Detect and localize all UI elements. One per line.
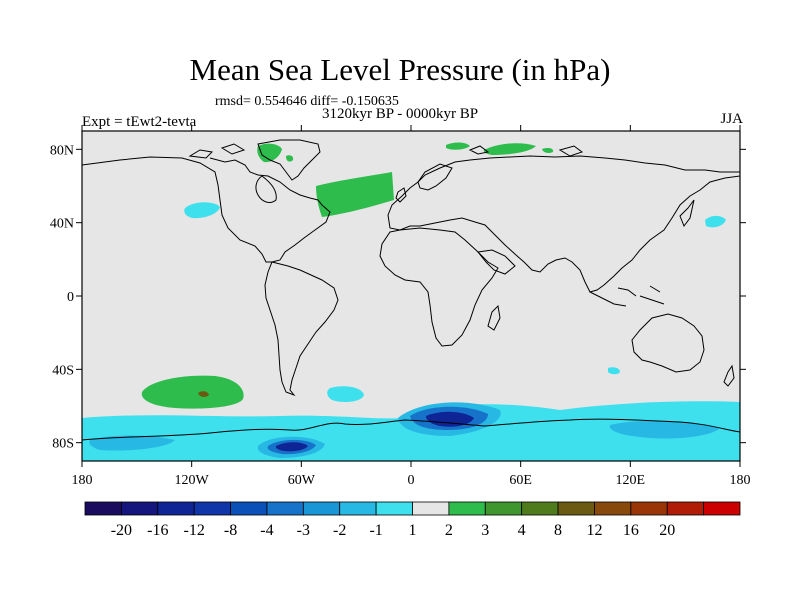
barents-positive-patch: [542, 148, 554, 153]
colorbar-label: 4: [518, 522, 526, 539]
southern-ocean-negative-patch: [327, 386, 364, 403]
southern-ocean-negative-region: [82, 401, 740, 461]
colorbar-label: 8: [554, 522, 562, 539]
colorbar-label: 20: [659, 522, 675, 539]
y-tick-label: 0: [67, 290, 74, 305]
experiment-label: Expt = tEwt2-tevta: [82, 114, 197, 130]
y-tick-label: 40N: [50, 217, 74, 232]
barents-positive-region: [483, 143, 536, 155]
colorbar-swatch: [302, 501, 341, 516]
colorbar-swatch: [157, 501, 195, 516]
x-tick-label: 180: [72, 473, 93, 488]
amundsen-negative-core: [275, 442, 308, 452]
north-atlantic-positive-region: [316, 172, 394, 217]
colorbar-swatch: [193, 501, 231, 516]
colorbar: -20 -16 -12 -8 -4 -3 -2 -1 1 2 3 4 8 12 16 20: [84, 501, 741, 539]
y-tick-label: 80N: [50, 143, 74, 158]
weddell-negative-core: [426, 411, 474, 427]
australia-coastline: [631, 313, 705, 373]
x-tick-label: 120E: [616, 473, 646, 488]
y-tick-label: 80S: [52, 437, 74, 452]
x-tick-label: 60E: [509, 473, 532, 488]
coastlines: [82, 139, 740, 441]
colorbar-swatch: [703, 501, 741, 516]
colorbar-label: 12: [586, 522, 602, 539]
south-pacific-positive-core: [198, 391, 209, 398]
africa-coastline: [379, 227, 499, 347]
chart-title: Mean Sea Level Pressure (in hPa): [189, 52, 611, 87]
colorbar-swatch: [120, 501, 159, 516]
season-label: JJA: [720, 111, 743, 127]
x-tick-label: 60W: [288, 473, 316, 488]
arctic-islands-coastline: [188, 143, 584, 159]
stats-label: rmsd= 0.554646 diff= -0.150635: [215, 94, 399, 109]
north-pacific-negative-region: [705, 215, 726, 228]
new-zealand-coastline: [723, 364, 735, 387]
southern-ocean-negative-patch: [608, 367, 620, 375]
colorbar-swatch: [594, 501, 632, 516]
colorbar-label: 2: [445, 522, 453, 539]
north-america-coastline: [82, 156, 331, 263]
greenland-positive-region: [257, 143, 282, 163]
arabia-coastline: [477, 249, 516, 275]
colorbar-label: -12: [184, 522, 205, 539]
colorbar-swatch: [630, 501, 668, 516]
colorbar-swatch: [266, 501, 304, 516]
madagascar-coastline: [487, 304, 501, 331]
colorbar-swatch: [375, 501, 413, 516]
north-america-negative-region: [184, 202, 220, 219]
y-axis: 80N 40N 0 40S 80S: [50, 143, 746, 452]
y-tick-label: 40S: [52, 363, 74, 378]
barents-positive-patch: [446, 142, 470, 150]
colorbar-label: -8: [224, 522, 237, 539]
period-label: 3120kyr BP - 0000kyr BP: [322, 106, 479, 122]
south-pacific-positive-region: [141, 375, 244, 409]
japan-coastline: [679, 199, 695, 228]
colorbar-label: -1: [369, 522, 382, 539]
colorbar-label: 16: [623, 522, 639, 539]
colorbar-swatch: [448, 501, 486, 516]
eurasia-coastline: [387, 155, 740, 293]
indonesia-coastline: [589, 285, 665, 307]
antarctica-coastline: [82, 418, 740, 441]
colorbar-swatch: [412, 501, 450, 516]
colorbar-swatch: [557, 501, 595, 516]
uk-coastline: [395, 187, 407, 203]
colorbar-label: -2: [333, 522, 346, 539]
colorbar-swatch: [339, 501, 377, 516]
south-america-coastline: [264, 261, 339, 397]
greenland-positive-patch: [286, 155, 294, 162]
x-tick-label: 0: [408, 473, 415, 488]
colorbar-label: -4: [260, 522, 273, 539]
colorbar-label: -20: [111, 522, 132, 539]
east-antarctic-negative-level2: [609, 420, 720, 439]
colorbar-label: 1: [409, 522, 417, 539]
colorbar-swatch: [521, 501, 559, 516]
scandinavia-coastline: [417, 163, 453, 191]
anomaly-layer: [82, 142, 740, 461]
hudson-bay: [255, 175, 277, 203]
colorbar-swatch: [666, 501, 705, 516]
colorbar-swatch: [230, 501, 268, 516]
x-tick-label: 180: [730, 473, 751, 488]
colorbar-swatch: [484, 501, 523, 516]
colorbar-swatch: [84, 501, 122, 516]
ross-negative-level2: [89, 435, 175, 451]
x-tick-label: 120W: [175, 473, 210, 488]
colorbar-label: -3: [297, 522, 310, 539]
colorbar-label: 3: [481, 522, 489, 539]
colorbar-label: -16: [147, 522, 168, 539]
x-axis: 180 120W 60W 0 60E 120E 180: [72, 125, 751, 488]
greenland-coastline: [257, 139, 321, 181]
